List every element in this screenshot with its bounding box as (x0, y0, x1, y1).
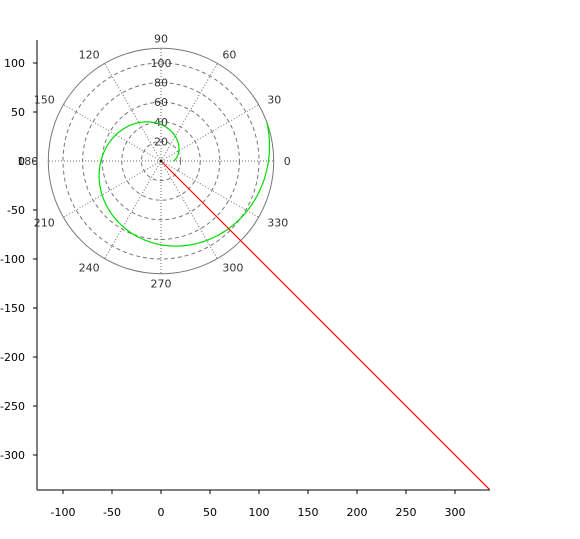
polar-angle-label: 240 (79, 261, 100, 274)
polar-ring (140, 140, 182, 182)
polar-angle-label: 0 (284, 155, 291, 168)
polar-spoke (104, 160, 162, 259)
x-tick-label: 50 (203, 506, 217, 519)
polar-spoke (160, 63, 218, 162)
y-tick-label: 0 (18, 155, 25, 168)
x-tick-label: 300 (445, 506, 466, 519)
polar-outer-circle (47, 47, 275, 275)
polar-angle-label: 300 (222, 261, 243, 274)
y-tick-label: -50 (7, 204, 25, 217)
polar-angle-label: 330 (267, 216, 288, 229)
polar-angle-label: 60 (222, 49, 236, 62)
x-tick-label: 0 (158, 506, 165, 519)
axes (33, 40, 490, 494)
polar-angle-label: 30 (267, 94, 281, 107)
y-tick-label: -100 (0, 253, 25, 266)
polar-angle-label: 180 (17, 155, 38, 168)
polar-spoke (160, 104, 259, 162)
polar-spoke (160, 160, 259, 218)
polar-ring-label: 60 (154, 96, 168, 109)
x-tick-label: -50 (103, 506, 121, 519)
polar-ring-label: 40 (154, 116, 168, 129)
polar-grid: 20 40 60 80 100 0 30 60 90 120 150 180 210 240 270 300 3… (17, 32, 290, 290)
x-tick-label: 250 (396, 506, 417, 519)
origin-point (159, 159, 163, 163)
polar-spoke (160, 160, 218, 259)
polar-ring-label: 100 (151, 57, 172, 70)
y-tick-label: 50 (11, 106, 25, 119)
tick-labels: -100 -50 0 50 100 150 200 250 300100500-50-100-1… (0, 57, 465, 519)
polar-ring-label: 20 (154, 135, 168, 148)
polar-angle-label: 90 (154, 32, 168, 45)
polar-spoke (104, 63, 162, 162)
polar-spoke (63, 104, 162, 162)
polar-ring (101, 101, 221, 221)
x-tick-label: -100 (51, 506, 76, 519)
polar-angle-label: 210 (34, 216, 55, 229)
y-tick-label: -250 (0, 400, 25, 413)
series-layer (98, 121, 490, 490)
y-tick-label: 100 (4, 57, 25, 70)
x-tick-label: 100 (249, 506, 270, 519)
polar-ring-label: 80 (154, 77, 168, 90)
y-tick-label: -200 (0, 351, 25, 364)
x-tick-label: 150 (298, 506, 319, 519)
polar-spoke (63, 160, 162, 218)
x-tick-label: 200 (347, 506, 368, 519)
polar-angle-label: 270 (151, 278, 172, 291)
polar-ring (62, 62, 260, 260)
series-spiral (98, 121, 271, 247)
series-line (160, 160, 490, 490)
polar-angle-label: 150 (34, 94, 55, 107)
polar-angle-label: 120 (79, 49, 100, 62)
y-tick-label: -300 (0, 449, 25, 462)
y-tick-label: -150 (0, 302, 25, 315)
